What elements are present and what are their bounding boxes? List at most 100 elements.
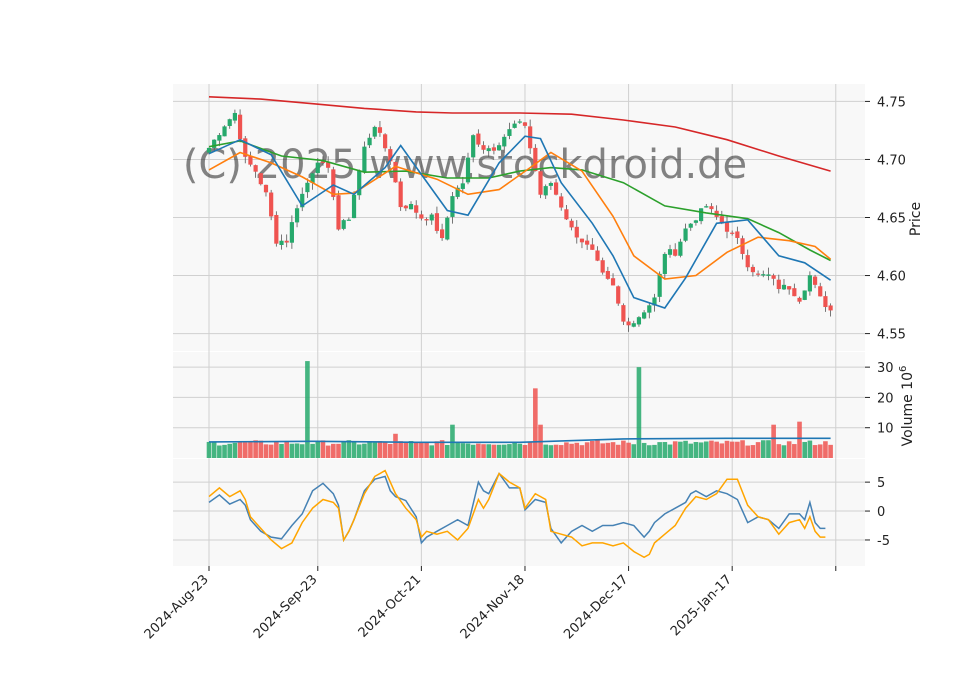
candle-body [367, 137, 372, 146]
volume-bar [455, 443, 460, 458]
candle-body [496, 145, 502, 151]
y-tick-label: 4.65 [877, 212, 906, 227]
y-tick-label: -5 [877, 534, 890, 549]
candle-body [243, 138, 248, 157]
candle-body [548, 183, 553, 186]
volume-bar [729, 441, 735, 458]
volume-bar [797, 421, 802, 458]
volume-bar [476, 443, 481, 458]
grid-layer [173, 84, 865, 566]
volume-bar [667, 444, 673, 458]
candle-body [755, 273, 761, 275]
candle-body [300, 193, 305, 208]
volume-bar [693, 441, 699, 458]
volume-bar [403, 441, 409, 458]
candle-body [279, 240, 284, 245]
candle-body [289, 222, 294, 243]
volume-bar [289, 443, 295, 458]
candle-body [284, 240, 289, 243]
candle-body [673, 249, 678, 256]
volume-bar [590, 441, 595, 458]
volume-bar [517, 443, 523, 458]
candle-body [802, 290, 807, 300]
volume-bar [771, 424, 776, 458]
candle-body [336, 195, 341, 230]
volume-bar [460, 443, 466, 458]
candle-body [507, 129, 512, 136]
candle-body [553, 182, 559, 195]
candle-body [403, 205, 408, 209]
candle-body [709, 206, 714, 210]
volume-bar [662, 442, 668, 458]
candle-body [688, 223, 693, 228]
x-tick-label: 2024-Sep-23 [251, 572, 321, 642]
candle-body [445, 217, 450, 240]
price-layer [206, 96, 833, 332]
y-tick-label: 4.70 [877, 153, 906, 168]
volume-bar [657, 442, 662, 458]
candle-body [326, 162, 331, 168]
volume-bar [341, 441, 346, 458]
candle-body [605, 271, 610, 279]
volume-bar [237, 441, 243, 458]
volume-bar [496, 444, 502, 458]
volume-bar [641, 442, 647, 458]
candle-body [424, 219, 429, 221]
candle-body [735, 231, 740, 238]
volume-bar [284, 441, 289, 458]
candle-body [574, 226, 579, 238]
candle-body [212, 139, 217, 148]
moving-average-line [208, 151, 832, 280]
y-tick-label: 4.75 [877, 95, 906, 110]
y-tick-label: 5 [877, 476, 885, 491]
volume-bar [439, 440, 445, 458]
volume-bar [698, 442, 704, 458]
volume-axis-label: Volume 106 [898, 366, 916, 447]
volume-bar [600, 443, 605, 458]
candle-body [745, 255, 750, 268]
volume-bar [522, 445, 528, 458]
candle-body [642, 312, 647, 319]
candle-body [481, 145, 486, 150]
volume-bar [527, 441, 533, 458]
candle-body [569, 220, 574, 228]
volume-bar [227, 443, 233, 458]
volume-bar [724, 440, 730, 458]
y-tick-label: 20 [877, 391, 894, 406]
volume-bar [242, 442, 248, 458]
volume-bar [274, 441, 279, 458]
volume-bar [325, 445, 331, 458]
candle-body [476, 133, 481, 145]
candle-body [465, 157, 471, 183]
volume-bar [605, 442, 611, 458]
volume-bar [486, 444, 492, 458]
volume-bar [652, 444, 657, 458]
volume-bar [548, 445, 554, 458]
candle-body [621, 305, 626, 322]
candle-body [776, 279, 781, 290]
candle-body [626, 321, 631, 326]
volume-bar [206, 441, 212, 458]
candle-body [787, 286, 792, 290]
volume-bar [470, 444, 476, 458]
volume-bar [781, 445, 787, 458]
candle-body [559, 196, 564, 208]
candle-body [543, 186, 548, 196]
volume-bar [621, 440, 626, 458]
candle-body [455, 187, 460, 197]
candle-body [217, 135, 222, 141]
volume-bar [429, 445, 435, 458]
volume-bar [217, 445, 222, 458]
volume-bar [672, 441, 678, 458]
volume-bar [351, 441, 357, 458]
volume-bar [377, 441, 383, 458]
candle-body [683, 228, 688, 241]
candle-body [792, 288, 797, 297]
candle-body [315, 162, 320, 174]
volume-bar [424, 442, 429, 458]
candle-body [761, 274, 766, 276]
candle-body [740, 238, 745, 254]
candle-body [377, 127, 383, 133]
volume-bar [595, 440, 600, 458]
candle-body [450, 196, 455, 217]
